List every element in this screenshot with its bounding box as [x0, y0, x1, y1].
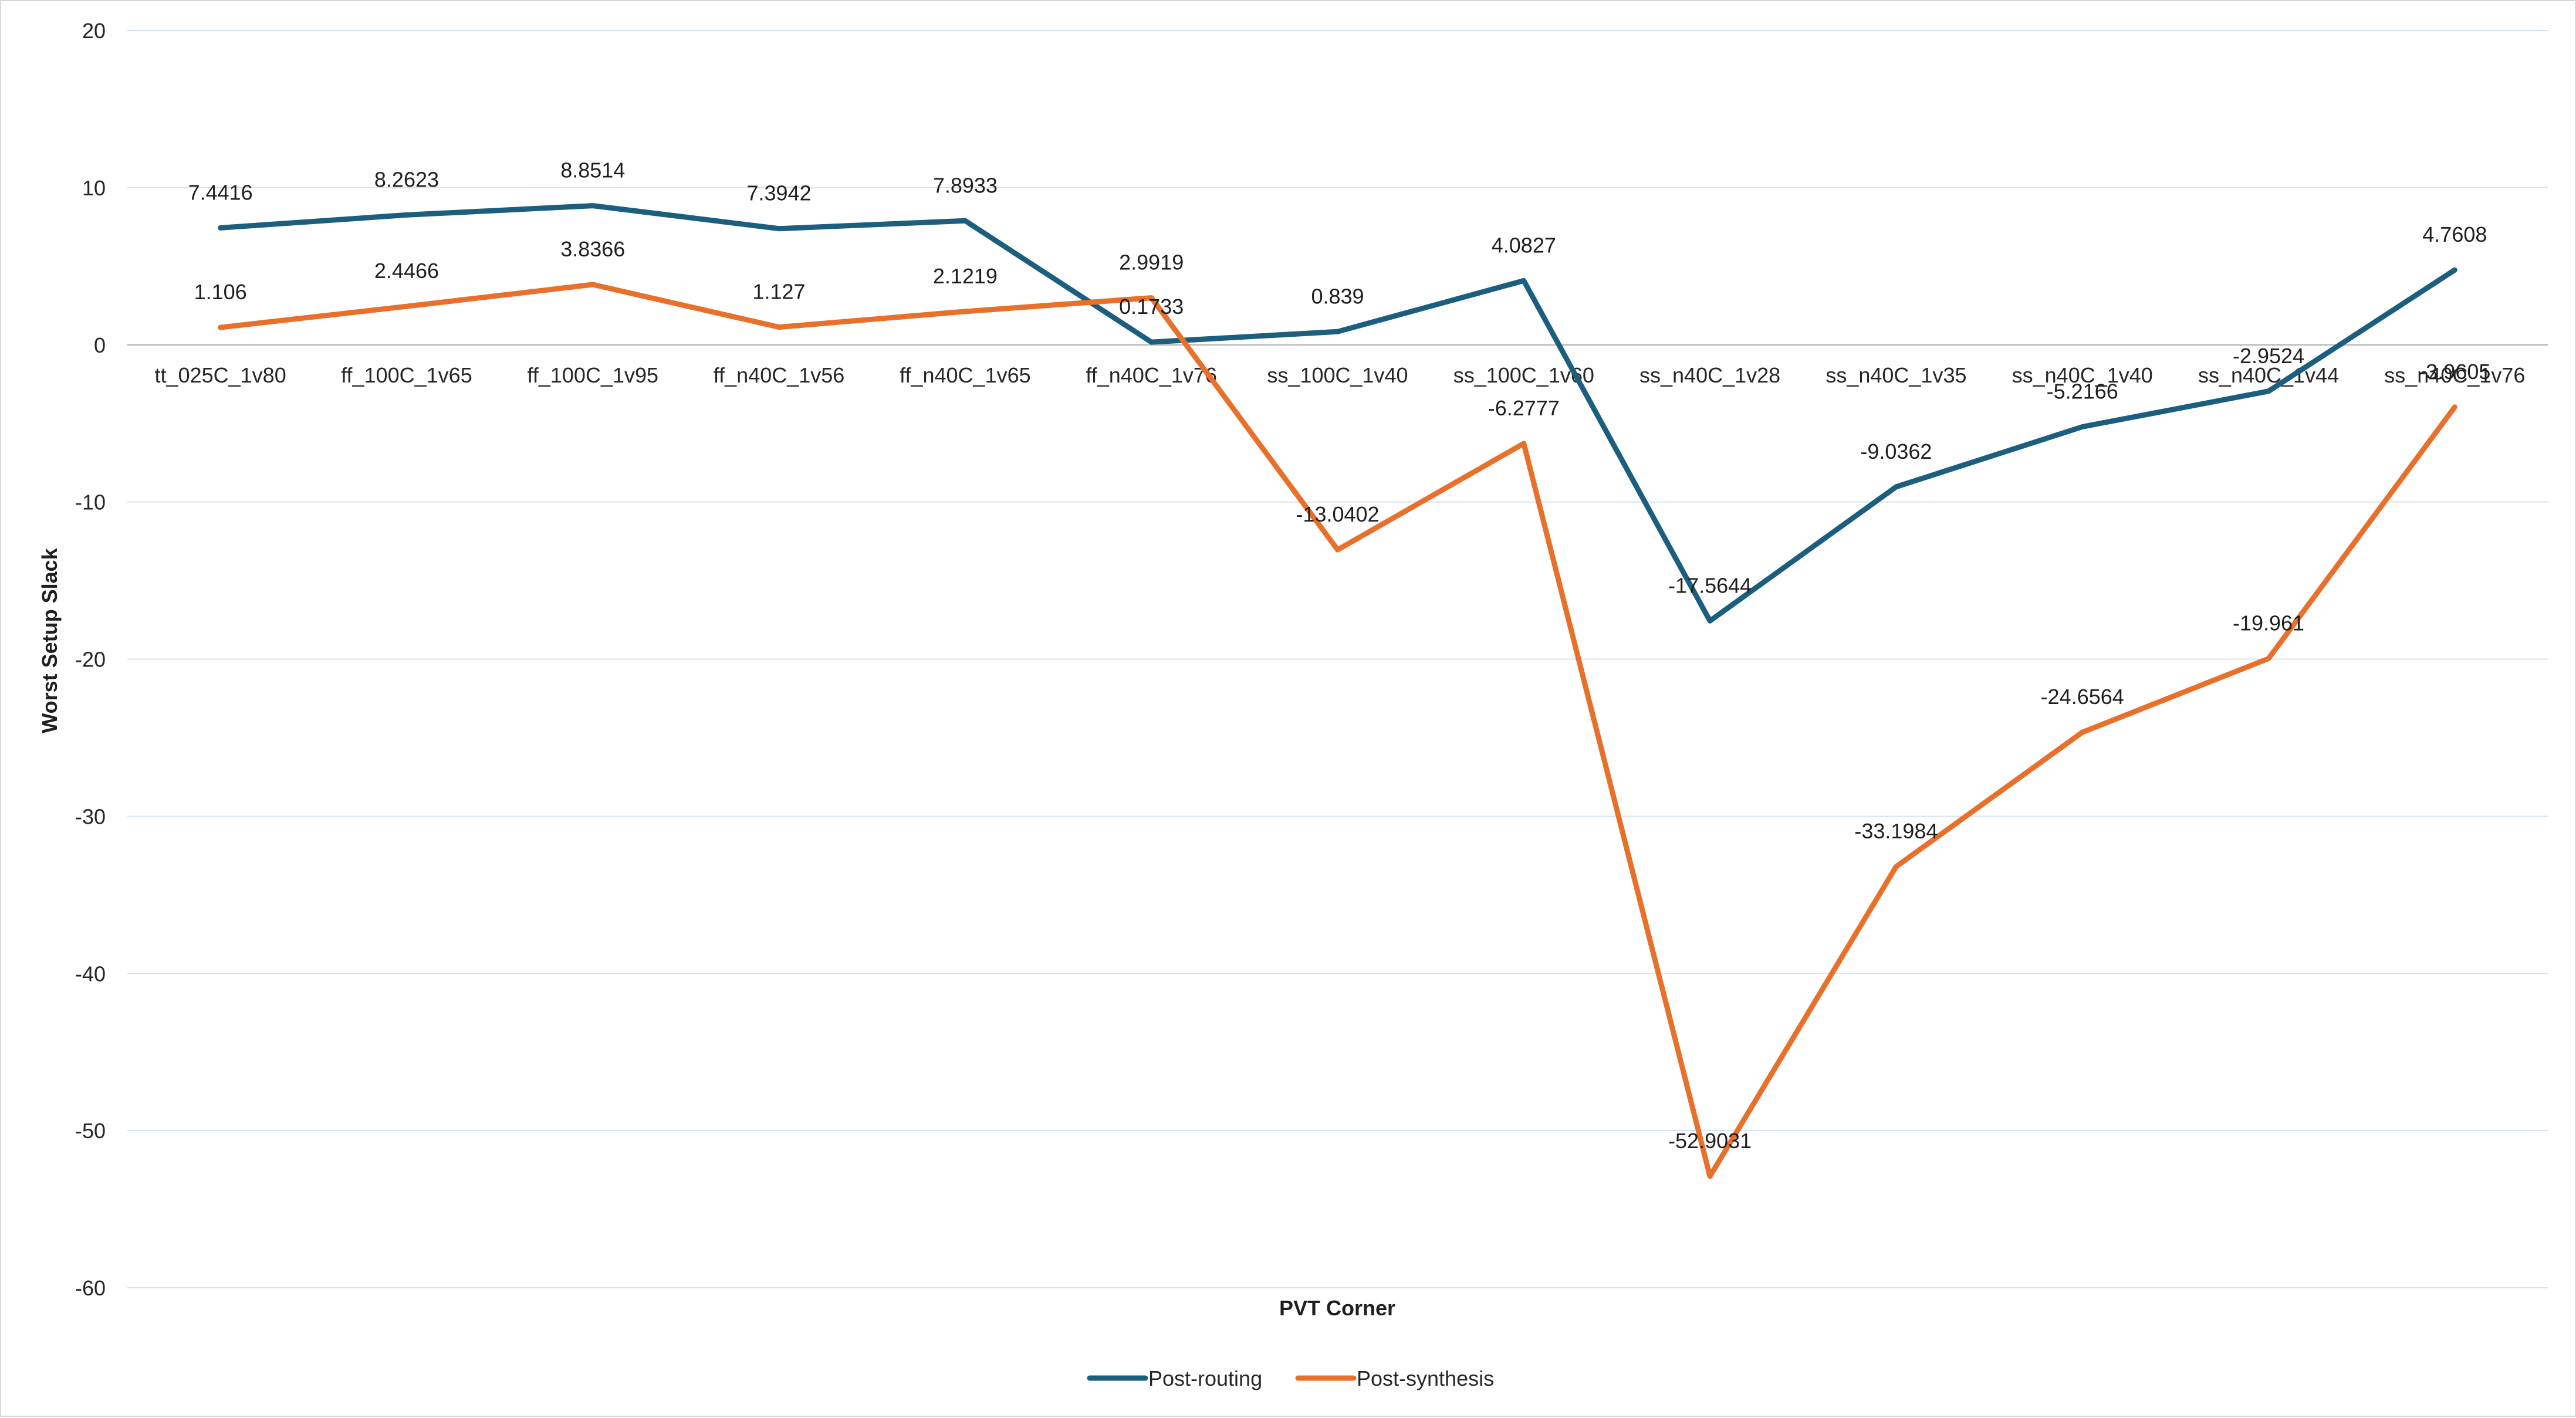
y-tick-label: -60 — [75, 1276, 106, 1300]
series-line-post-synthesis[interactable] — [218, 282, 2457, 1179]
legend-label-post-synthesis: Post-synthesis — [1357, 1366, 1494, 1390]
x-tick-label: ss_n40C_1v40 — [2012, 363, 2153, 387]
x-tick-label: ff_100C_1v65 — [341, 363, 472, 387]
y-tick-label: 0 — [94, 333, 106, 357]
y-tick-label: -10 — [75, 490, 106, 515]
series-lines — [218, 203, 2457, 1179]
legend-label-post-routing: Post-routing — [1148, 1366, 1262, 1390]
x-tick-label: ff_100C_1v95 — [528, 363, 659, 387]
data-label: -17.5644 — [1668, 573, 1752, 597]
data-label: 3.8366 — [560, 237, 625, 261]
data-label: -13.0402 — [1296, 502, 1379, 526]
data-label: 0.1733 — [1119, 295, 1184, 319]
y-tick-label: 10 — [82, 176, 106, 200]
data-label: 2.1219 — [933, 264, 998, 288]
data-label: -52.9031 — [1668, 1129, 1752, 1153]
data-label: 7.3942 — [747, 181, 812, 205]
y-tick-label: 20 — [82, 19, 106, 43]
data-label: 2.9919 — [1119, 251, 1184, 275]
data-label: -6.2777 — [1488, 396, 1560, 420]
data-label: -9.0362 — [1860, 439, 1932, 463]
data-label: -3.9605 — [2419, 360, 2490, 384]
data-label: 4.7608 — [2422, 222, 2487, 246]
y-tick-label: -30 — [75, 804, 106, 828]
data-labels: 7.4416 8.2623 8.8514 7.3942 7.8933 0.1733 0.83… — [188, 158, 2491, 1153]
x-tick-label: ss_n40C_1v44 — [2198, 363, 2339, 387]
y-axis-ticks: 20 10 0 -10 -20 -30 -40 -50 -60 — [75, 19, 106, 1300]
data-label: 1.106 — [194, 280, 247, 304]
data-label: 1.127 — [753, 280, 806, 304]
legend: Post-routing Post-synthesis — [1087, 1366, 1494, 1390]
x-tick-label: ff_n40C_1v56 — [714, 363, 845, 387]
data-label: 8.2623 — [374, 167, 439, 191]
x-axis-ticks: tt_025C_1v80 ff_100C_1v65 ff_100C_1v95 ff_n… — [155, 363, 2526, 387]
data-label: 2.4466 — [374, 259, 439, 283]
y-tick-label: -20 — [75, 648, 106, 672]
data-label: 7.4416 — [188, 180, 253, 204]
legend-item-post-routing[interactable]: Post-routing — [1087, 1366, 1262, 1390]
x-tick-label: ss_100C_1v40 — [1267, 363, 1408, 387]
y-tick-label: -40 — [75, 962, 106, 986]
series-line-post-routing[interactable] — [218, 203, 2457, 624]
x-tick-label: ss_n40C_1v76 — [2384, 363, 2525, 387]
x-tick-label: tt_025C_1v80 — [155, 363, 286, 387]
data-label: -24.6564 — [2041, 685, 2124, 709]
x-tick-label: ss_n40C_1v35 — [1825, 363, 1966, 387]
x-tick-label: ff_n40C_1v76 — [1086, 363, 1217, 387]
x-tick-label: ff_n40C_1v65 — [900, 363, 1031, 387]
y-axis-title: Worst Setup Slack — [38, 547, 62, 733]
data-label: 0.839 — [1311, 284, 1364, 308]
data-label: -19.961 — [2233, 611, 2304, 635]
y-tick-label: -50 — [75, 1119, 106, 1143]
data-label: 7.8933 — [933, 173, 998, 197]
data-label: -5.2166 — [2047, 379, 2118, 403]
data-label: -2.9524 — [2233, 344, 2304, 368]
x-tick-label: ss_n40C_1v28 — [1639, 363, 1780, 387]
data-label: -33.1984 — [1854, 819, 1938, 843]
x-axis-title: PVT Corner — [1279, 1296, 1395, 1320]
data-label: 8.8514 — [560, 158, 625, 182]
gridlines — [127, 30, 2548, 1288]
data-label: 4.0827 — [1492, 233, 1556, 257]
legend-item-post-synthesis[interactable]: Post-synthesis — [1295, 1366, 1494, 1390]
